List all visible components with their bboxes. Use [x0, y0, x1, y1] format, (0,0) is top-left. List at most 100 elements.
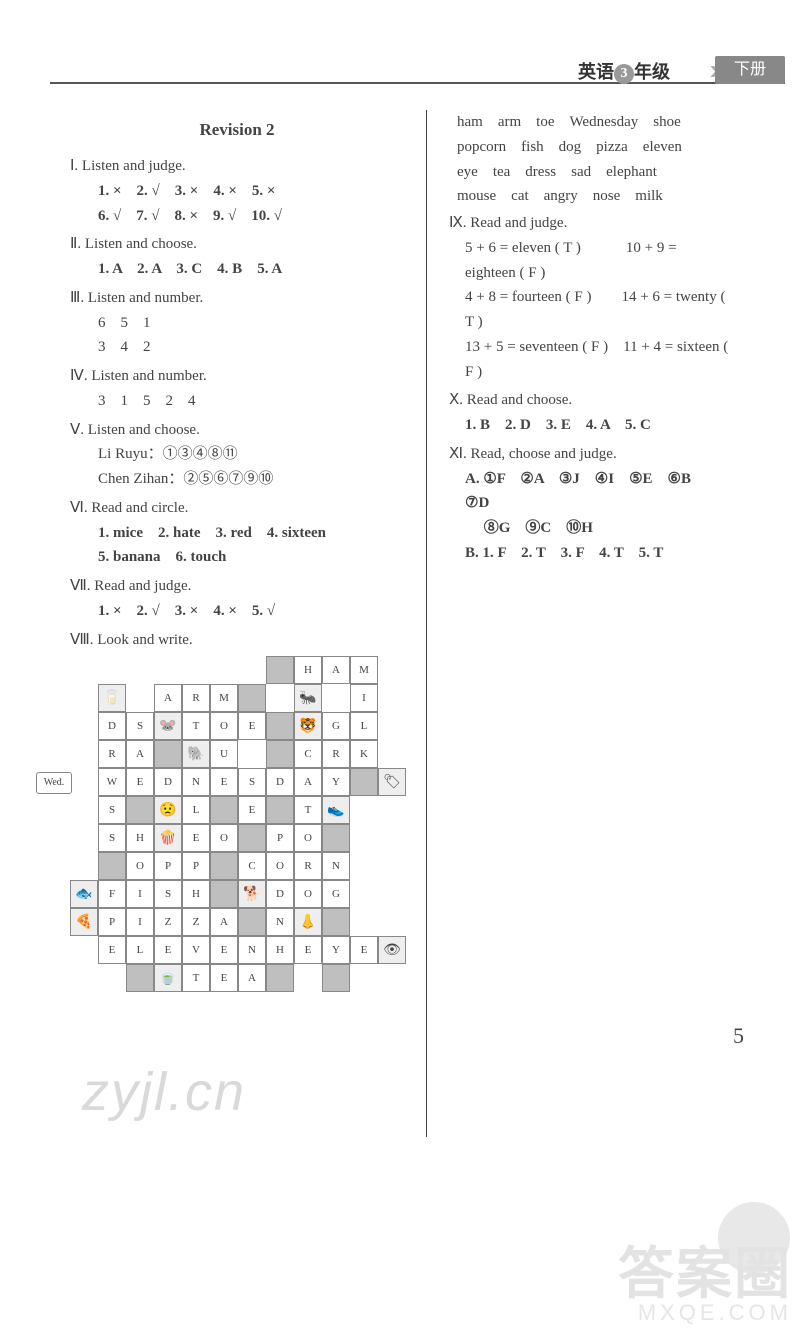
crossword-cell: Y	[322, 936, 350, 964]
word-line: mouse cat angry nose milk	[457, 184, 730, 209]
grade-number: 3	[614, 64, 634, 84]
grade-label: 年级	[634, 62, 670, 82]
section-heading: Ⅰ. Listen and judge.	[70, 154, 404, 179]
column-divider	[426, 110, 427, 1137]
revision-title: Revision 2	[70, 116, 404, 144]
crossword-cell: O	[210, 824, 238, 852]
crossword-cell: 🐯	[294, 712, 322, 740]
answer-line: 5. banana 6. touch	[98, 549, 226, 565]
crossword-cell	[322, 964, 350, 992]
answer-line: 6. √ 7. √ 8. × 9. √ 10. √	[98, 208, 282, 224]
answer-line: 5 + 6 = eleven ( T ) 10 + 9 = eighteen (…	[449, 236, 730, 286]
crossword-cell: W	[98, 768, 126, 796]
crossword-cell: R	[322, 740, 350, 768]
section-3: Ⅲ. Listen and number. 6 5 1 3 4 2	[70, 286, 404, 360]
crossword-cell: N	[182, 768, 210, 796]
crossword-cell: E	[210, 768, 238, 796]
section-5: Ⅴ. Listen and choose. Li Ruyu：①③④⑧⑪ Chen…	[70, 418, 404, 492]
answer-line: Li Ruyu：①③④⑧⑪	[70, 442, 404, 467]
crossword-cell: L	[350, 712, 378, 740]
section-heading: Ⅵ. Read and circle.	[70, 496, 404, 521]
crossword-cell: S	[238, 768, 266, 796]
crossword-cell	[126, 796, 154, 824]
crossword-cell	[238, 908, 266, 936]
crossword-cell: O	[210, 712, 238, 740]
crossword-cell	[322, 824, 350, 852]
crossword-cell: D	[266, 768, 294, 796]
crossword-cell: D	[154, 768, 182, 796]
crossword-cell	[266, 712, 294, 740]
crossword-cell: 🐭	[154, 712, 182, 740]
word-line: popcorn fish dog pizza eleven	[457, 135, 730, 160]
crossword-cell: E	[182, 824, 210, 852]
crossword-cell: A	[294, 768, 322, 796]
section-9: Ⅸ. Read and judge. 5 + 6 = eleven ( T ) …	[449, 211, 730, 384]
crossword-cell	[350, 768, 378, 796]
word-line: ham arm toe Wednesday shoe	[457, 110, 730, 135]
subject-label: 英语	[578, 62, 614, 82]
crossword-cell: 🍿	[154, 824, 182, 852]
crossword-cell: N	[238, 936, 266, 964]
crossword-cell	[238, 824, 266, 852]
section-heading: Ⅺ. Read, choose and judge.	[449, 442, 730, 467]
crossword-cell: A	[322, 656, 350, 684]
crossword-cell: S	[154, 880, 182, 908]
section-heading: Ⅶ. Read and judge.	[70, 574, 404, 599]
crossword-cell: I	[126, 880, 154, 908]
left-column: Revision 2 Ⅰ. Listen and judge. 1. × 2. …	[70, 110, 404, 1137]
crossword-cell	[266, 740, 294, 768]
crossword-cell	[210, 880, 238, 908]
crossword-cell: R	[294, 852, 322, 880]
section-heading: Ⅹ. Read and choose.	[449, 388, 730, 413]
crossword-cell: R	[98, 740, 126, 768]
volume-badge: 下册	[715, 56, 785, 84]
crossword-cell: S	[98, 796, 126, 824]
crossword-cell: 🏷	[378, 768, 406, 796]
page-number: 5	[733, 1023, 744, 1049]
crossword-cell: E	[98, 936, 126, 964]
section-7: Ⅶ. Read and judge. 1. × 2. √ 3. × 4. × 5…	[70, 574, 404, 624]
crossword-cell: C	[294, 740, 322, 768]
crossword-cell	[98, 852, 126, 880]
crossword-cell: E	[294, 936, 322, 964]
crossword-cell: 🥛	[98, 684, 126, 712]
crossword-cell: 🐜	[294, 684, 322, 712]
crossword-cell: D	[98, 712, 126, 740]
crossword-cell: H	[182, 880, 210, 908]
crossword-cell: K	[350, 740, 378, 768]
crossword-cell	[210, 852, 238, 880]
crossword-cell: I	[350, 684, 378, 712]
crossword-cell	[238, 684, 266, 712]
answer-line: Chen Zihan：②⑤⑥⑦⑨⑩	[70, 467, 404, 492]
answer-line: B. 1. F 2. T 3. F 4. T 5. T	[465, 545, 663, 561]
crossword-cell: M	[350, 656, 378, 684]
crossword-cell: 👃	[294, 908, 322, 936]
crossword-cell: 🍕	[70, 908, 98, 936]
crossword-cell: G	[322, 712, 350, 740]
crossword-grid: Wed. zyjl.cn HAM🥛ARM🐜IDS🐭TOE🐯GLRA🐘UCRKWE…	[62, 656, 404, 1026]
crossword-cell	[210, 796, 238, 824]
crossword-cell: O	[294, 824, 322, 852]
answer-line: 3 1 5 2 4	[70, 389, 404, 414]
crossword-cell: S	[98, 824, 126, 852]
crossword-cell: P	[154, 852, 182, 880]
crossword-cell: I	[126, 908, 154, 936]
crossword-cell: T	[182, 712, 210, 740]
crossword-cell: L	[126, 936, 154, 964]
crossword-cell: 🐟	[70, 880, 98, 908]
crossword-cell: E	[238, 796, 266, 824]
section-heading: Ⅷ. Look and write.	[70, 628, 404, 653]
crossword-cell: A	[126, 740, 154, 768]
section-10: Ⅹ. Read and choose. 1. B 2. D 3. E 4. A …	[449, 388, 730, 438]
chevron-icon: ››	[709, 54, 712, 86]
crossword-cell: H	[266, 936, 294, 964]
crossword-cell: A	[154, 684, 182, 712]
crossword-cell: E	[126, 768, 154, 796]
crossword-cell: S	[126, 712, 154, 740]
crossword-cell: H	[126, 824, 154, 852]
crossword-cell: V	[182, 936, 210, 964]
crossword-cell: T	[182, 964, 210, 992]
crossword-cell: 🐕	[238, 880, 266, 908]
crossword-cell: Z	[154, 908, 182, 936]
section-heading: Ⅲ. Listen and number.	[70, 286, 404, 311]
